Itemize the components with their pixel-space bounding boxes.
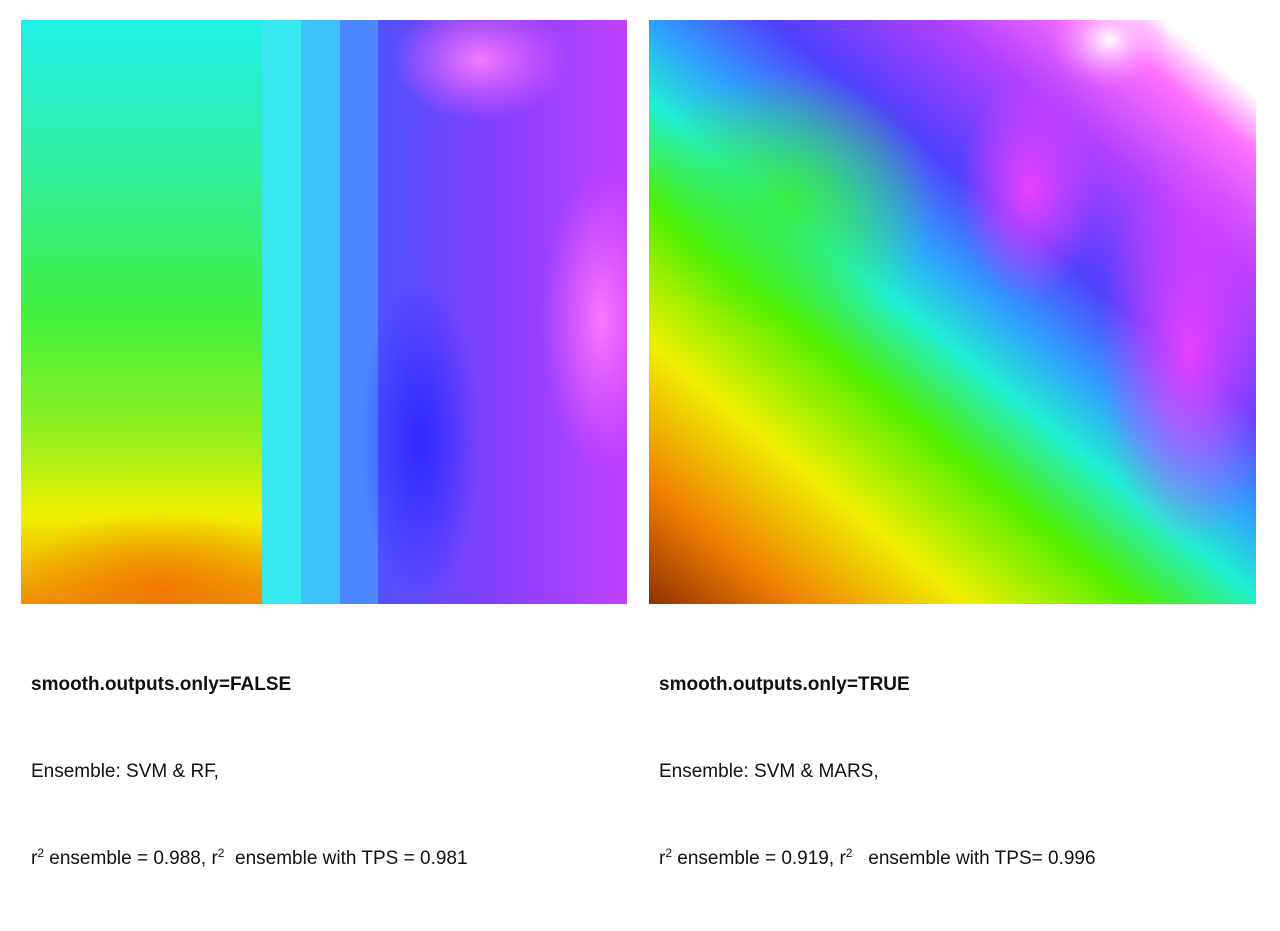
raster-zone: [262, 20, 302, 604]
left-raster: [21, 20, 627, 604]
superscript: 2: [845, 846, 853, 860]
raster-zone: [959, 80, 1099, 300]
superscript: 2: [217, 846, 225, 860]
text: ensemble with TPS = 0.981: [224, 848, 468, 869]
raster-zone: [649, 70, 939, 330]
caption-title: smooth.outputs.only=FALSE: [31, 674, 292, 695]
caption-stats: r2 ensemble = 0.919, r2 ensemble with TP…: [659, 844, 1096, 873]
slide: smooth.outputs.only=FALSE Ensemble: SVM …: [21, 20, 1256, 869]
raster-zone: [301, 20, 341, 604]
caption: smooth.outputs.only=TRUE Ensemble: SVM &…: [659, 612, 1096, 931]
superscript: 2: [665, 846, 673, 860]
text: ensemble = 0.988,: [44, 848, 212, 869]
superscript: 2: [37, 846, 45, 860]
raster-zone: [21, 510, 311, 604]
raster-zone: [1099, 150, 1256, 550]
raster-zone: [391, 20, 571, 120]
caption: smooth.outputs.only=FALSE Ensemble: SVM …: [31, 612, 468, 931]
right-raster: [649, 20, 1256, 604]
caption-ensemble: Ensemble: SVM & MARS,: [659, 761, 879, 782]
text: ensemble = 0.919,: [672, 848, 840, 869]
raster-zone: [361, 280, 481, 600]
raster-zone: [1049, 20, 1169, 90]
caption-ensemble: Ensemble: SVM & RF,: [31, 761, 219, 782]
raster-zone: [541, 170, 627, 470]
raster-zone: [21, 20, 263, 604]
text: ensemble with TPS= 0.996: [852, 848, 1096, 869]
caption-stats: r2 ensemble = 0.988, r2 ensemble with TP…: [31, 844, 468, 873]
caption-title: smooth.outputs.only=TRUE: [659, 674, 910, 695]
